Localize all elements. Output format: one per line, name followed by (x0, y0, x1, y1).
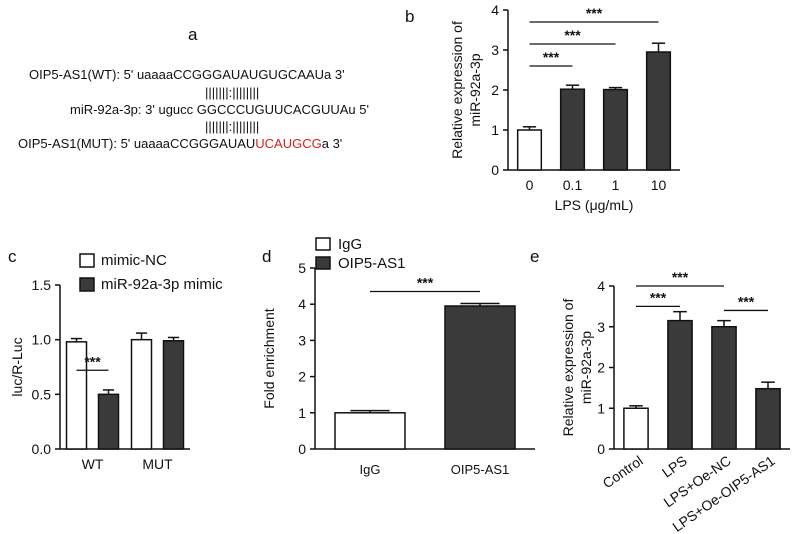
x-tick-label: 0 (526, 177, 534, 193)
legend-swatch (315, 237, 331, 251)
bar (334, 412, 406, 450)
x-tick-label: Control (600, 452, 646, 491)
legend-swatch (79, 277, 95, 292)
legend-label: miR-92a-3p mimic (101, 276, 223, 293)
legend-label: IgG (338, 236, 362, 253)
significance-label: *** (543, 49, 560, 65)
x-tick-label: 10 (651, 177, 667, 193)
significance-label: *** (586, 5, 603, 21)
bar (162, 340, 185, 450)
seq-mutation: UCAUGCG (255, 136, 321, 151)
bar (130, 338, 153, 450)
significance-label: *** (672, 269, 689, 285)
legend-label: mimic-NC (101, 252, 167, 269)
x-tick-label: IgG (360, 462, 381, 477)
y-axis-label-line2: miR-92a-3p (578, 331, 594, 404)
y-tick-label: 5 (298, 260, 306, 276)
bar (667, 319, 693, 450)
legend-swatch (315, 256, 331, 270)
y-tick-label: 0.5 (32, 386, 52, 402)
bar (755, 387, 781, 450)
y-axis-label-line1: Relative expression of (449, 21, 465, 159)
y-axis-label-line1: Relative expression of (560, 299, 576, 437)
y-axis-label: luc/R-Luc (9, 337, 25, 396)
seq-line-wt: OIP5-AS1(WT): 5' uaaaaCCGGGAUAUGUGCAAUa … (29, 67, 345, 82)
panel-a-label: a (188, 25, 198, 44)
y-tick-label: 2 (597, 360, 605, 376)
x-tick-label: WT (82, 456, 104, 472)
panel-label: d (262, 247, 271, 266)
panel-label: e (530, 247, 539, 266)
legend-label: OIP5-AS1 (338, 255, 406, 272)
y-axis-label: Fold enrichment (261, 308, 277, 408)
chart-e: 0 1 2 3 4 Relative expression of miR-92a-3p e Co… (530, 247, 790, 534)
y-axis-label-line2: miR-92a-3p (467, 53, 483, 126)
x-tick-label: LPS (659, 452, 690, 480)
bar (444, 305, 516, 450)
y-tick-label: 4 (298, 296, 306, 312)
significance-label: *** (564, 27, 581, 43)
y-tick-label: 0 (491, 162, 499, 178)
y-tick-label: 0.0 (32, 441, 52, 457)
y-tick-label: 0 (597, 441, 605, 457)
y-tick-label: 3 (298, 332, 306, 348)
y-tick-label: 2 (298, 369, 306, 385)
seq-line-mut: OIP5-AS1(MUT): 5' uaaaaCCGGGAUAUUCAUGCGa… (18, 136, 342, 151)
bar (97, 393, 120, 450)
y-tick-label: 4 (597, 278, 605, 294)
panel-label: b (405, 7, 414, 26)
bar (559, 88, 586, 171)
bar (711, 326, 737, 450)
y-tick-label: 0 (298, 441, 306, 457)
bar (602, 88, 629, 171)
x-tick-label: 1 (612, 177, 620, 193)
legend-swatch (79, 253, 95, 268)
chart-b: 0 1 2 3 4 Relative expression of miR-92a-3p b 0 0… (405, 2, 680, 213)
significance-label: *** (738, 293, 755, 309)
y-tick-label: 3 (597, 319, 605, 335)
significance-label: *** (650, 289, 667, 305)
panel-a: a OIP5-AS1(WT): 5' uaaaaCCGGGAUAUGUGCAAU… (18, 25, 369, 151)
y-tick-label: 1 (298, 405, 306, 421)
chart-d: 0 1 2 3 4 5 Fold enrichment d IgG OIP5-AS1 *** IgG O… (261, 236, 535, 477)
x-tick-label: OIP5-AS1 (451, 462, 510, 477)
significance-label: *** (417, 275, 434, 291)
seq-pairing-top: |||||||:|||||||| (205, 85, 259, 100)
y-tick-label: 1.0 (32, 332, 52, 348)
y-tick-label: 1.5 (32, 277, 52, 293)
significance-label: *** (84, 353, 101, 369)
x-tick-label: MUT (142, 456, 173, 472)
chart-c: 0.0 0.5 1.0 1.5 luc/R-Luc c WT MUT *** mimic-NC mi… (8, 247, 223, 472)
panel-label: c (8, 247, 17, 266)
y-tick-label: 2 (491, 82, 499, 98)
y-tick-label: 1 (491, 122, 499, 138)
x-tick-label: 0.1 (563, 177, 583, 193)
seq-pairing-bottom: |||||||:|||||||| (205, 119, 259, 134)
y-tick-label: 4 (491, 2, 499, 18)
x-axis-label: LPS (μg/mL) (555, 197, 634, 213)
bar (645, 51, 672, 171)
y-tick-label: 1 (597, 400, 605, 416)
bar (623, 407, 649, 450)
bar (516, 129, 543, 171)
seq-line-mirna: miR-92a-3p: 3' ugucc GGCCCUGUUCACGUUAu 5… (70, 102, 369, 117)
y-tick-label: 3 (491, 42, 499, 58)
